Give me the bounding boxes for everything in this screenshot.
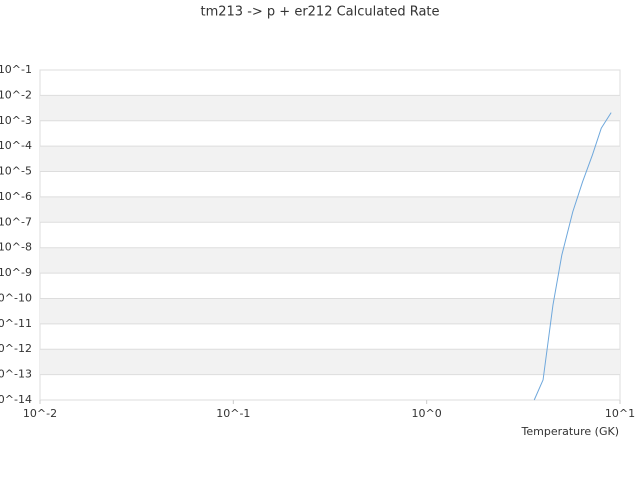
y-tick-label: 10^-9 <box>0 266 32 279</box>
x-tick-label: 10^1 <box>605 407 635 420</box>
grid-band <box>40 95 620 121</box>
grid-band <box>40 349 620 375</box>
grid-band <box>40 247 620 274</box>
x-tick-label: 10^0 <box>412 407 442 420</box>
y-tick-label: 10^-14 <box>0 393 32 406</box>
y-tick-label: 10^-7 <box>0 215 32 228</box>
series-line <box>533 112 612 401</box>
y-tick-label: 10^-11 <box>0 317 32 330</box>
y-tick-label: 10^-12 <box>0 342 32 355</box>
grid-band <box>40 196 620 223</box>
y-tick-label: 10^-2 <box>0 88 32 101</box>
grid-band <box>40 298 620 324</box>
y-tick-label: 10^-13 <box>0 368 32 381</box>
y-tick-label: 10^-10 <box>0 291 32 304</box>
x-tick-label: 10^-1 <box>216 407 250 420</box>
y-tick-label: 10^-8 <box>0 241 32 254</box>
plot-background <box>39 69 621 401</box>
x-axis-label: Temperature (GK) <box>521 425 620 438</box>
chart-title: tm213 -> p + er212 Calculated Rate <box>200 5 439 20</box>
plot-area <box>39 69 621 401</box>
y-tick-label: 10^-5 <box>0 165 32 178</box>
y-tick-label: 10^-1 <box>0 63 32 76</box>
y-tick-label: 10^-6 <box>0 190 32 203</box>
grid-band <box>40 146 620 172</box>
x-tick-label: 10^-2 <box>23 407 57 420</box>
y-tick-label: 10^-3 <box>0 114 32 127</box>
y-tick-label: 10^-4 <box>0 139 32 152</box>
